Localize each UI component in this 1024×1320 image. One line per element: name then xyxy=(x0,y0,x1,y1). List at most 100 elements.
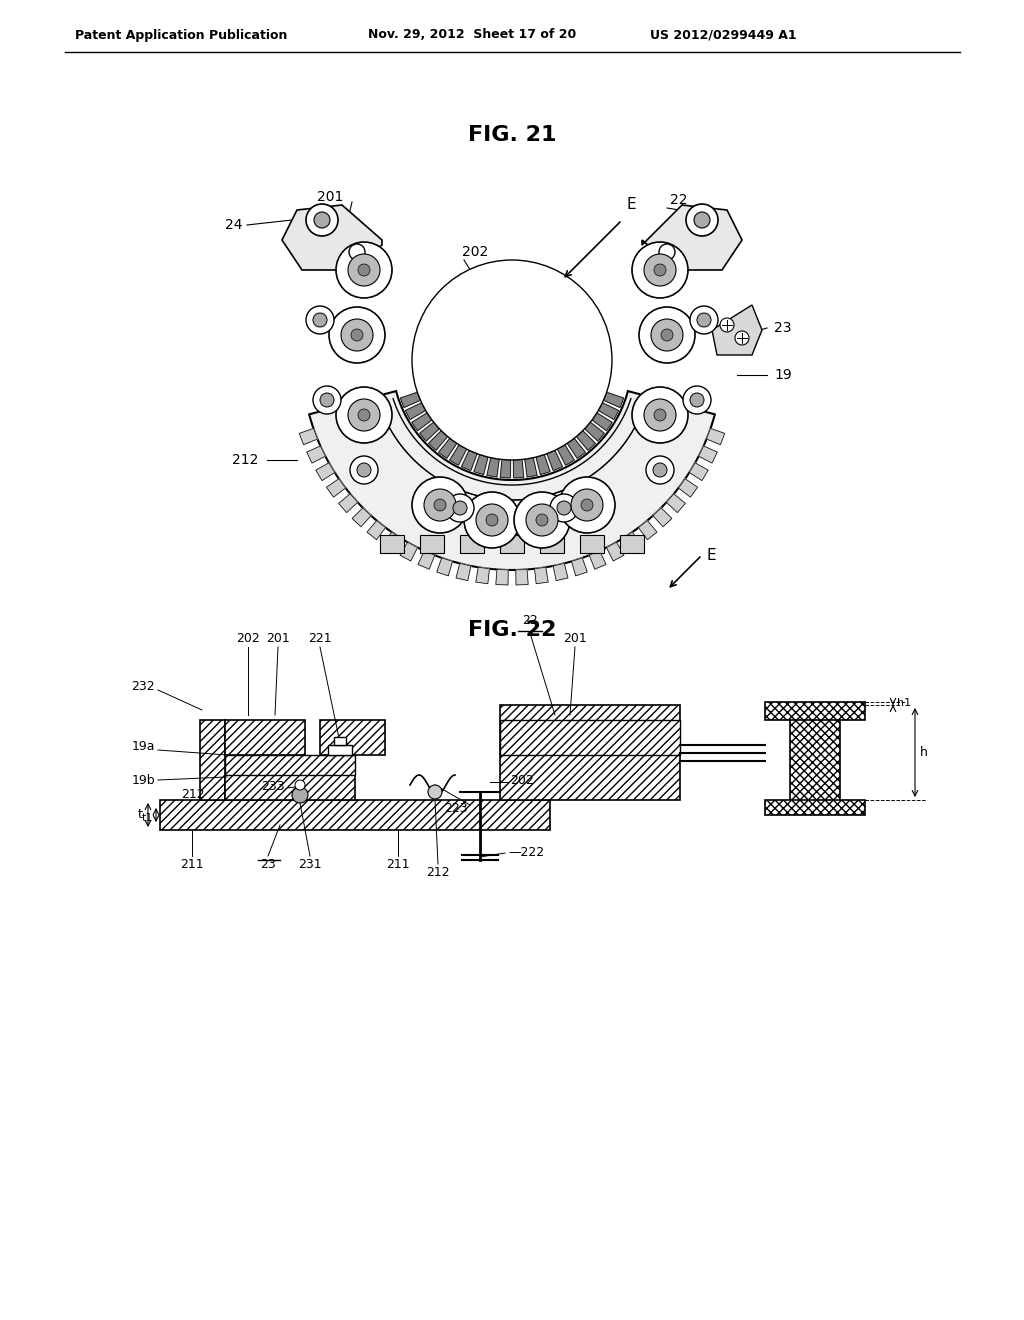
Circle shape xyxy=(536,513,548,525)
Circle shape xyxy=(683,385,711,414)
Text: Nov. 29, 2012  Sheet 17 of 20: Nov. 29, 2012 Sheet 17 of 20 xyxy=(368,29,577,41)
Circle shape xyxy=(735,331,749,345)
Text: t1: t1 xyxy=(141,813,153,822)
Polygon shape xyxy=(698,446,717,463)
Bar xyxy=(580,535,604,553)
Circle shape xyxy=(550,494,578,521)
Circle shape xyxy=(292,787,308,803)
Circle shape xyxy=(319,393,334,407)
Bar xyxy=(765,800,865,814)
Polygon shape xyxy=(450,445,467,465)
Polygon shape xyxy=(689,463,709,480)
Polygon shape xyxy=(525,458,537,477)
Polygon shape xyxy=(339,494,357,512)
Bar xyxy=(500,719,680,755)
Polygon shape xyxy=(679,479,697,498)
Polygon shape xyxy=(309,391,715,570)
Polygon shape xyxy=(712,305,762,355)
Text: FIG. 22: FIG. 22 xyxy=(468,620,556,640)
Bar xyxy=(500,535,524,553)
Circle shape xyxy=(348,253,380,286)
Polygon shape xyxy=(585,422,604,441)
Bar xyxy=(620,535,644,553)
Text: 202: 202 xyxy=(462,246,488,259)
Text: Patent Application Publication: Patent Application Publication xyxy=(75,29,288,41)
Polygon shape xyxy=(603,392,624,408)
Text: 19: 19 xyxy=(774,368,792,381)
Polygon shape xyxy=(307,446,326,463)
Polygon shape xyxy=(406,403,426,420)
Text: 24: 24 xyxy=(224,218,242,232)
Circle shape xyxy=(651,319,683,351)
Polygon shape xyxy=(400,543,418,561)
Bar xyxy=(319,719,385,755)
Bar xyxy=(225,755,355,775)
Bar xyxy=(225,775,355,800)
Circle shape xyxy=(349,244,365,260)
Circle shape xyxy=(644,253,676,286)
Bar xyxy=(328,744,352,755)
Polygon shape xyxy=(557,445,574,465)
Polygon shape xyxy=(623,532,641,550)
Circle shape xyxy=(653,463,667,477)
Polygon shape xyxy=(474,454,488,475)
Bar xyxy=(460,535,484,553)
Text: 202: 202 xyxy=(510,774,534,787)
Circle shape xyxy=(464,492,520,548)
Text: 232: 232 xyxy=(131,681,155,693)
Circle shape xyxy=(348,399,380,432)
Bar xyxy=(500,705,680,800)
Circle shape xyxy=(697,313,711,327)
Polygon shape xyxy=(327,479,345,498)
Polygon shape xyxy=(436,558,453,576)
Circle shape xyxy=(446,494,474,521)
Polygon shape xyxy=(589,550,606,569)
Polygon shape xyxy=(315,463,335,480)
Polygon shape xyxy=(496,569,508,585)
Text: E: E xyxy=(707,548,717,564)
Circle shape xyxy=(646,455,674,484)
Circle shape xyxy=(351,329,362,341)
Text: 211: 211 xyxy=(386,858,410,871)
Circle shape xyxy=(295,780,305,789)
Circle shape xyxy=(313,313,327,327)
Text: E: E xyxy=(627,197,637,213)
Circle shape xyxy=(659,244,675,260)
Circle shape xyxy=(694,213,710,228)
Circle shape xyxy=(639,308,695,363)
Polygon shape xyxy=(383,532,401,550)
Polygon shape xyxy=(462,450,477,470)
Bar xyxy=(540,535,564,553)
Circle shape xyxy=(412,477,468,533)
Polygon shape xyxy=(282,205,382,271)
Text: 221: 221 xyxy=(308,632,332,645)
Polygon shape xyxy=(400,392,421,408)
Text: 212: 212 xyxy=(232,453,258,467)
Circle shape xyxy=(476,504,508,536)
Polygon shape xyxy=(501,459,511,478)
Text: 23: 23 xyxy=(260,858,275,871)
Polygon shape xyxy=(536,454,550,475)
Polygon shape xyxy=(567,438,586,458)
Bar xyxy=(765,702,865,719)
Polygon shape xyxy=(639,520,657,540)
Polygon shape xyxy=(438,438,457,458)
Circle shape xyxy=(453,502,467,515)
Polygon shape xyxy=(606,543,624,561)
Text: h1: h1 xyxy=(897,698,911,709)
Polygon shape xyxy=(418,550,435,569)
Circle shape xyxy=(424,488,456,521)
Polygon shape xyxy=(577,430,595,450)
Circle shape xyxy=(306,306,334,334)
Circle shape xyxy=(486,513,498,525)
Circle shape xyxy=(412,260,612,459)
Circle shape xyxy=(336,242,392,298)
Circle shape xyxy=(514,492,570,548)
Circle shape xyxy=(341,319,373,351)
Bar xyxy=(790,710,840,810)
Circle shape xyxy=(526,504,558,536)
Polygon shape xyxy=(653,508,672,527)
Circle shape xyxy=(306,205,338,236)
Text: —222: —222 xyxy=(508,846,544,859)
Text: 202: 202 xyxy=(237,632,260,645)
